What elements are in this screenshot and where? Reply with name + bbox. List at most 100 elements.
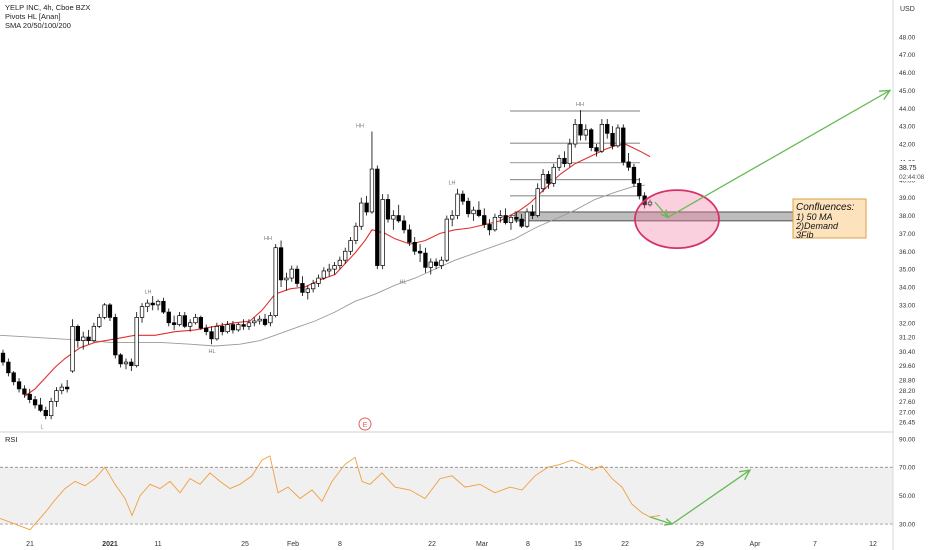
candle bbox=[161, 297, 166, 314]
time-axis-tick: Apr bbox=[750, 541, 762, 548]
time-axis-tick: Mar bbox=[476, 541, 489, 548]
candle bbox=[348, 236, 353, 255]
symbol-title: YELP INC, 4h, Cboe BZX bbox=[5, 3, 91, 12]
time-axis-tick: Feb bbox=[287, 541, 299, 548]
price-axis-tick: 48.00 bbox=[899, 34, 916, 41]
candle bbox=[102, 303, 107, 320]
candle bbox=[423, 247, 428, 273]
candle bbox=[343, 247, 348, 264]
candle bbox=[605, 119, 610, 139]
candle bbox=[134, 312, 139, 368]
candle bbox=[177, 312, 182, 327]
candle bbox=[546, 170, 551, 189]
candle bbox=[38, 397, 43, 413]
rsi-axis-tick: 50.00 bbox=[899, 493, 916, 500]
candle bbox=[209, 326, 214, 345]
candle bbox=[364, 195, 369, 216]
candle bbox=[540, 169, 546, 193]
candle bbox=[86, 329, 91, 345]
candle bbox=[16, 378, 22, 393]
candle bbox=[0, 349, 6, 366]
indicator-sma[interactable]: SMA 20/50/100/200 bbox=[5, 21, 71, 30]
candle bbox=[380, 194, 385, 270]
candle bbox=[65, 379, 70, 393]
indicator-pivots[interactable]: Pivots HL [Anan] bbox=[5, 12, 61, 21]
price-axis-tick: 32.00 bbox=[899, 320, 916, 327]
countdown-timer: 02:44:08 bbox=[899, 174, 925, 181]
price-axis-tick: 27.60 bbox=[899, 399, 916, 406]
price-axis-tick: 36.00 bbox=[899, 249, 916, 256]
pivot-label: HL bbox=[399, 280, 406, 286]
candle bbox=[359, 197, 364, 230]
candle bbox=[407, 224, 412, 246]
candle bbox=[375, 165, 380, 270]
price-axis-tick: 27.00 bbox=[899, 410, 916, 417]
price-axis-tick: 34.00 bbox=[899, 285, 916, 292]
candle bbox=[535, 183, 540, 218]
candle bbox=[22, 385, 27, 398]
candle bbox=[572, 119, 578, 148]
price-axis-tick: 43.00 bbox=[899, 124, 916, 131]
candle bbox=[455, 188, 460, 220]
candle bbox=[530, 204, 535, 220]
candle bbox=[524, 208, 530, 229]
price-tag-value: 38.75 bbox=[899, 165, 917, 172]
rsi-line bbox=[0, 455, 661, 531]
rsi-projection-arrow[interactable] bbox=[649, 469, 752, 526]
candle bbox=[257, 315, 262, 325]
highlight-circle bbox=[634, 189, 720, 250]
candle bbox=[631, 163, 637, 187]
price-axis-tick: 35.00 bbox=[899, 267, 916, 274]
candle bbox=[599, 119, 605, 153]
candle bbox=[401, 215, 407, 234]
candle bbox=[252, 317, 257, 327]
candle bbox=[214, 322, 220, 341]
candle bbox=[551, 163, 556, 187]
candle bbox=[412, 236, 417, 255]
event-marker-icon[interactable] bbox=[358, 417, 372, 431]
candle bbox=[466, 197, 471, 218]
candle bbox=[353, 222, 359, 245]
candle bbox=[439, 256, 444, 270]
time-axis-tick: 12 bbox=[869, 541, 877, 548]
time-axis-tick: 8 bbox=[526, 541, 530, 548]
sma-slow-line bbox=[0, 184, 646, 347]
pivot-label: HH bbox=[264, 236, 272, 242]
price-axis-tick: 33.00 bbox=[899, 302, 916, 309]
pivot-label: HL bbox=[208, 349, 215, 355]
projection-arrow[interactable] bbox=[654, 89, 892, 219]
candle bbox=[316, 274, 321, 288]
candle bbox=[321, 267, 326, 280]
candle bbox=[578, 110, 583, 141]
price-axis-tick: 28.80 bbox=[899, 377, 916, 384]
candle bbox=[594, 144, 599, 157]
candle bbox=[113, 313, 118, 359]
candle bbox=[11, 371, 16, 386]
candle bbox=[337, 256, 343, 270]
candle bbox=[268, 312, 273, 327]
time-axis-tick: 11 bbox=[154, 541, 161, 548]
candle bbox=[139, 303, 145, 323]
candle bbox=[236, 322, 241, 332]
candle bbox=[482, 208, 487, 229]
candle bbox=[476, 201, 482, 218]
candle bbox=[123, 358, 129, 370]
candle bbox=[310, 279, 316, 293]
candle bbox=[637, 178, 642, 200]
candle bbox=[225, 320, 230, 334]
price-axis-tick: 45.00 bbox=[899, 88, 916, 95]
rsi-band bbox=[0, 467, 893, 525]
candle bbox=[48, 397, 54, 420]
pivot-label: L bbox=[40, 424, 43, 430]
candle bbox=[615, 124, 621, 148]
candle bbox=[241, 319, 246, 330]
pivot-label: LH bbox=[144, 290, 151, 296]
candle bbox=[230, 320, 236, 334]
candle bbox=[166, 308, 171, 327]
candle bbox=[81, 331, 86, 350]
candle bbox=[589, 127, 594, 152]
candle bbox=[107, 303, 113, 321]
price-tag bbox=[896, 161, 932, 181]
candle bbox=[193, 313, 198, 325]
